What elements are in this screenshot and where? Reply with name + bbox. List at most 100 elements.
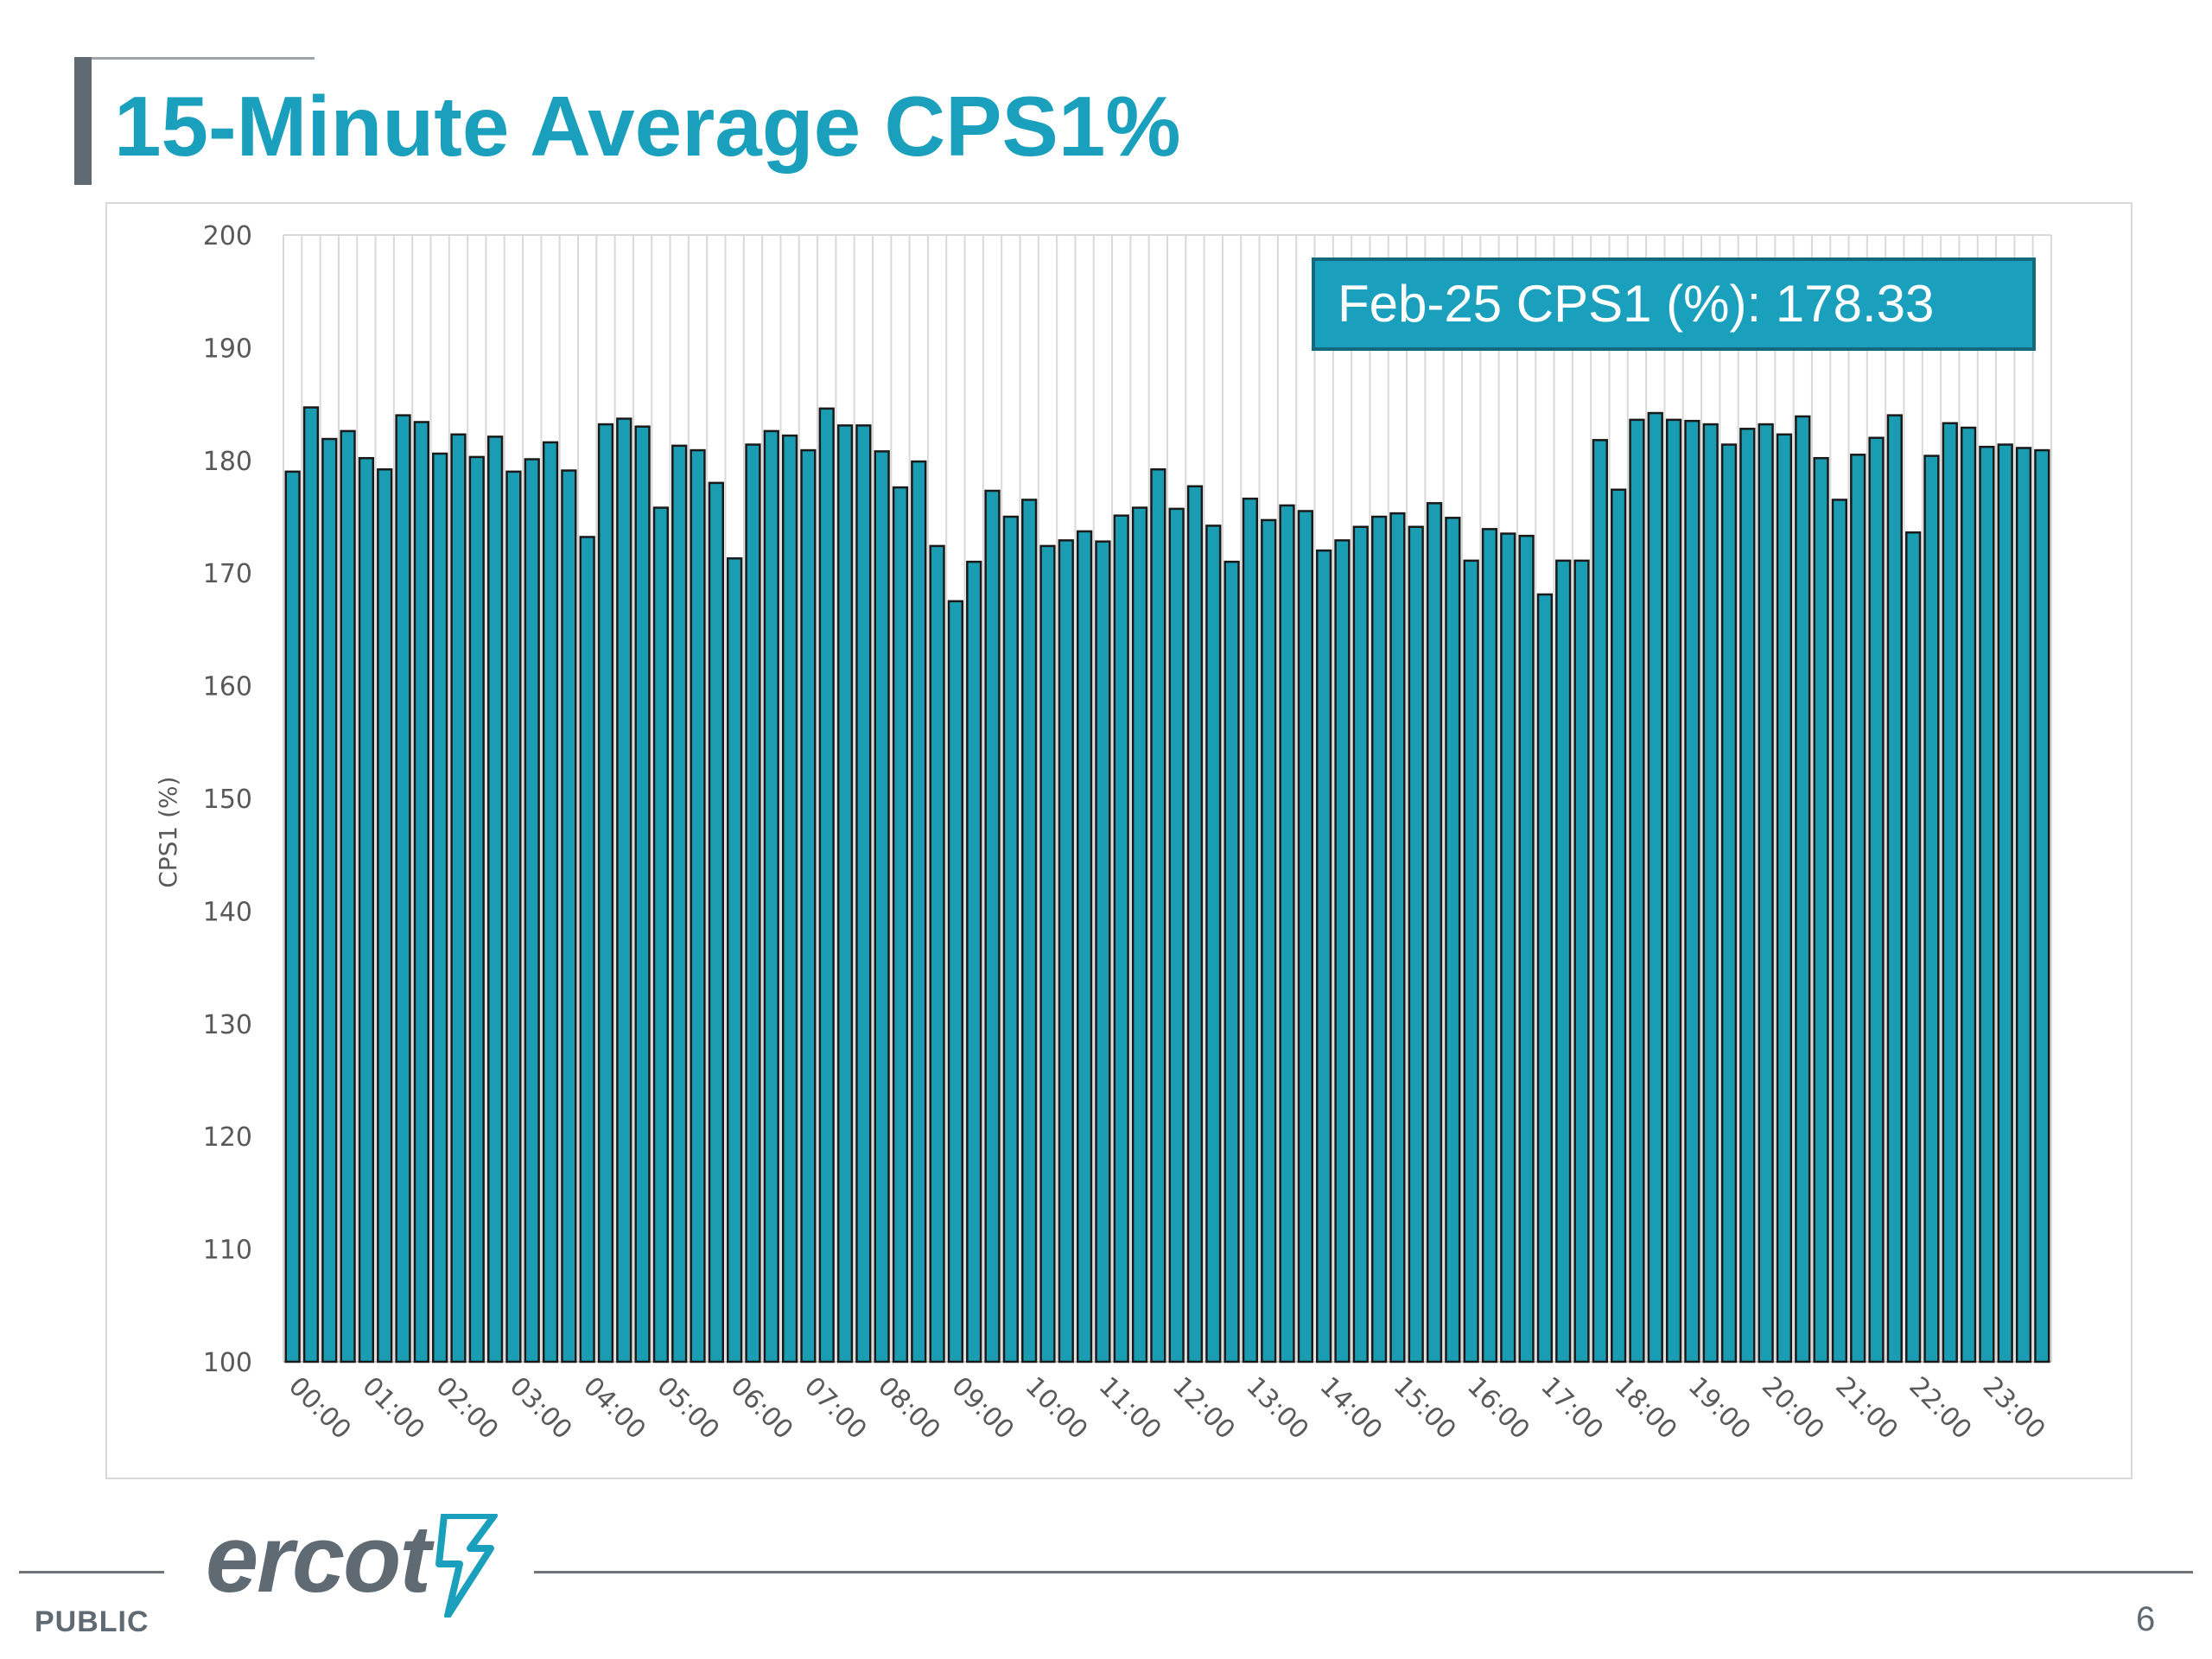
- x-tick-label: 09:00: [945, 1371, 1020, 1446]
- bar: [597, 423, 614, 1363]
- bar: [1481, 528, 1498, 1363]
- bar: [1795, 415, 1811, 1363]
- cps1-summary-callout: Feb-25 CPS1 (%): 178.33: [1312, 257, 2036, 351]
- x-tick-label: 13:00: [1240, 1371, 1314, 1446]
- classification-label: PUBLIC: [35, 1605, 149, 1638]
- bar: [929, 544, 945, 1363]
- bar: [1942, 422, 1958, 1363]
- page-number: 6: [2136, 1600, 2156, 1638]
- bar: [1279, 504, 1295, 1363]
- bar: [1536, 593, 1554, 1363]
- bar: [947, 600, 964, 1363]
- bar: [2034, 448, 2050, 1363]
- x-tick-label: 04:00: [577, 1371, 652, 1446]
- bar: [395, 414, 411, 1363]
- title-accent-line: [74, 57, 315, 60]
- bar: [800, 448, 817, 1363]
- x-tick-label: 08:00: [872, 1371, 946, 1446]
- x-tick-label: 21:00: [1829, 1371, 1904, 1446]
- bar: [634, 425, 651, 1363]
- bar: [377, 467, 393, 1363]
- footer-divider-left: [19, 1571, 164, 1573]
- x-tick-label: 15:00: [1388, 1371, 1462, 1446]
- bar: [1261, 518, 1277, 1363]
- bar: [690, 448, 706, 1363]
- bar: [1113, 514, 1129, 1363]
- bar: [1555, 559, 1572, 1363]
- x-tick-label: 06:00: [724, 1371, 798, 1446]
- bar: [911, 460, 927, 1363]
- y-tick-label: 200: [203, 221, 252, 251]
- x-tick-label: 01:00: [356, 1371, 430, 1446]
- x-tick-label: 11:00: [1093, 1371, 1167, 1446]
- x-tick-label: 05:00: [651, 1371, 725, 1446]
- bar: [432, 452, 448, 1363]
- bar: [2015, 447, 2032, 1363]
- bar: [874, 450, 890, 1363]
- bar: [1021, 499, 1038, 1363]
- bar: [468, 455, 485, 1363]
- bar: [1813, 456, 1829, 1363]
- bar: [1039, 544, 1056, 1363]
- bar: [1702, 423, 1719, 1363]
- bar: [1905, 531, 1922, 1363]
- bar: [984, 489, 1001, 1363]
- bar: [1076, 530, 1093, 1363]
- title-accent-bar: [74, 57, 92, 185]
- bar: [1868, 436, 1885, 1363]
- x-tick-label: 10:00: [1019, 1371, 1093, 1446]
- x-tick-label: 17:00: [1535, 1371, 1609, 1446]
- bar: [579, 536, 595, 1363]
- ercot-logo: ercot: [206, 1503, 517, 1618]
- bar: [1463, 559, 1479, 1363]
- bar: [1150, 467, 1166, 1363]
- bar: [1002, 515, 1019, 1363]
- x-tick-label: 02:00: [429, 1371, 504, 1446]
- bar: [302, 406, 320, 1363]
- bar: [727, 556, 743, 1363]
- y-tick-label: 120: [203, 1122, 252, 1153]
- bar: [1886, 414, 1903, 1363]
- footer-divider-right: [534, 1571, 2193, 1573]
- bar: [1850, 454, 1866, 1363]
- bar: [1316, 549, 1332, 1363]
- bar: [671, 444, 688, 1363]
- bar: [1058, 539, 1074, 1363]
- bar: [763, 429, 779, 1363]
- bar: [1923, 454, 1940, 1363]
- y-tick-label: 140: [203, 897, 252, 927]
- bar: [450, 433, 467, 1363]
- bar: [1684, 419, 1700, 1363]
- y-tick-label: 100: [203, 1348, 252, 1378]
- bar: [1739, 428, 1756, 1363]
- bar: [1242, 497, 1259, 1363]
- bar: [1334, 539, 1351, 1363]
- bar: [1647, 411, 1663, 1363]
- bar: [1831, 499, 1848, 1363]
- bar: [1665, 418, 1682, 1363]
- bar: [561, 469, 577, 1363]
- bar: [818, 407, 835, 1363]
- x-tick-label: 20:00: [1756, 1371, 1830, 1446]
- x-tick-label: 07:00: [798, 1371, 873, 1446]
- bar-chart: 100 110 120 130 140 150 160 170 180 190 200 CPS1 (%…: [154, 221, 2052, 1446]
- x-tick-label: 22:00: [1903, 1371, 1977, 1446]
- y-tick-label: 180: [203, 447, 252, 477]
- bar: [413, 421, 429, 1363]
- x-tick-label: 18:00: [1608, 1371, 1682, 1446]
- bar: [1758, 423, 1774, 1363]
- bar: [616, 417, 632, 1363]
- bar: [1389, 512, 1406, 1363]
- bar: [1629, 418, 1645, 1363]
- bar: [358, 456, 375, 1363]
- bar: [486, 435, 504, 1363]
- y-tick-label: 130: [203, 1010, 252, 1040]
- chart-frame: 100 110 120 130 140 150 160 170 180 190 200 CPS1 (%…: [105, 202, 2133, 1479]
- bar: [340, 429, 356, 1363]
- y-tick-label: 170: [203, 559, 252, 589]
- bar: [321, 437, 338, 1363]
- bar: [892, 486, 909, 1363]
- bar: [1408, 525, 1424, 1363]
- bar: [1573, 559, 1590, 1363]
- bar: [1095, 540, 1111, 1363]
